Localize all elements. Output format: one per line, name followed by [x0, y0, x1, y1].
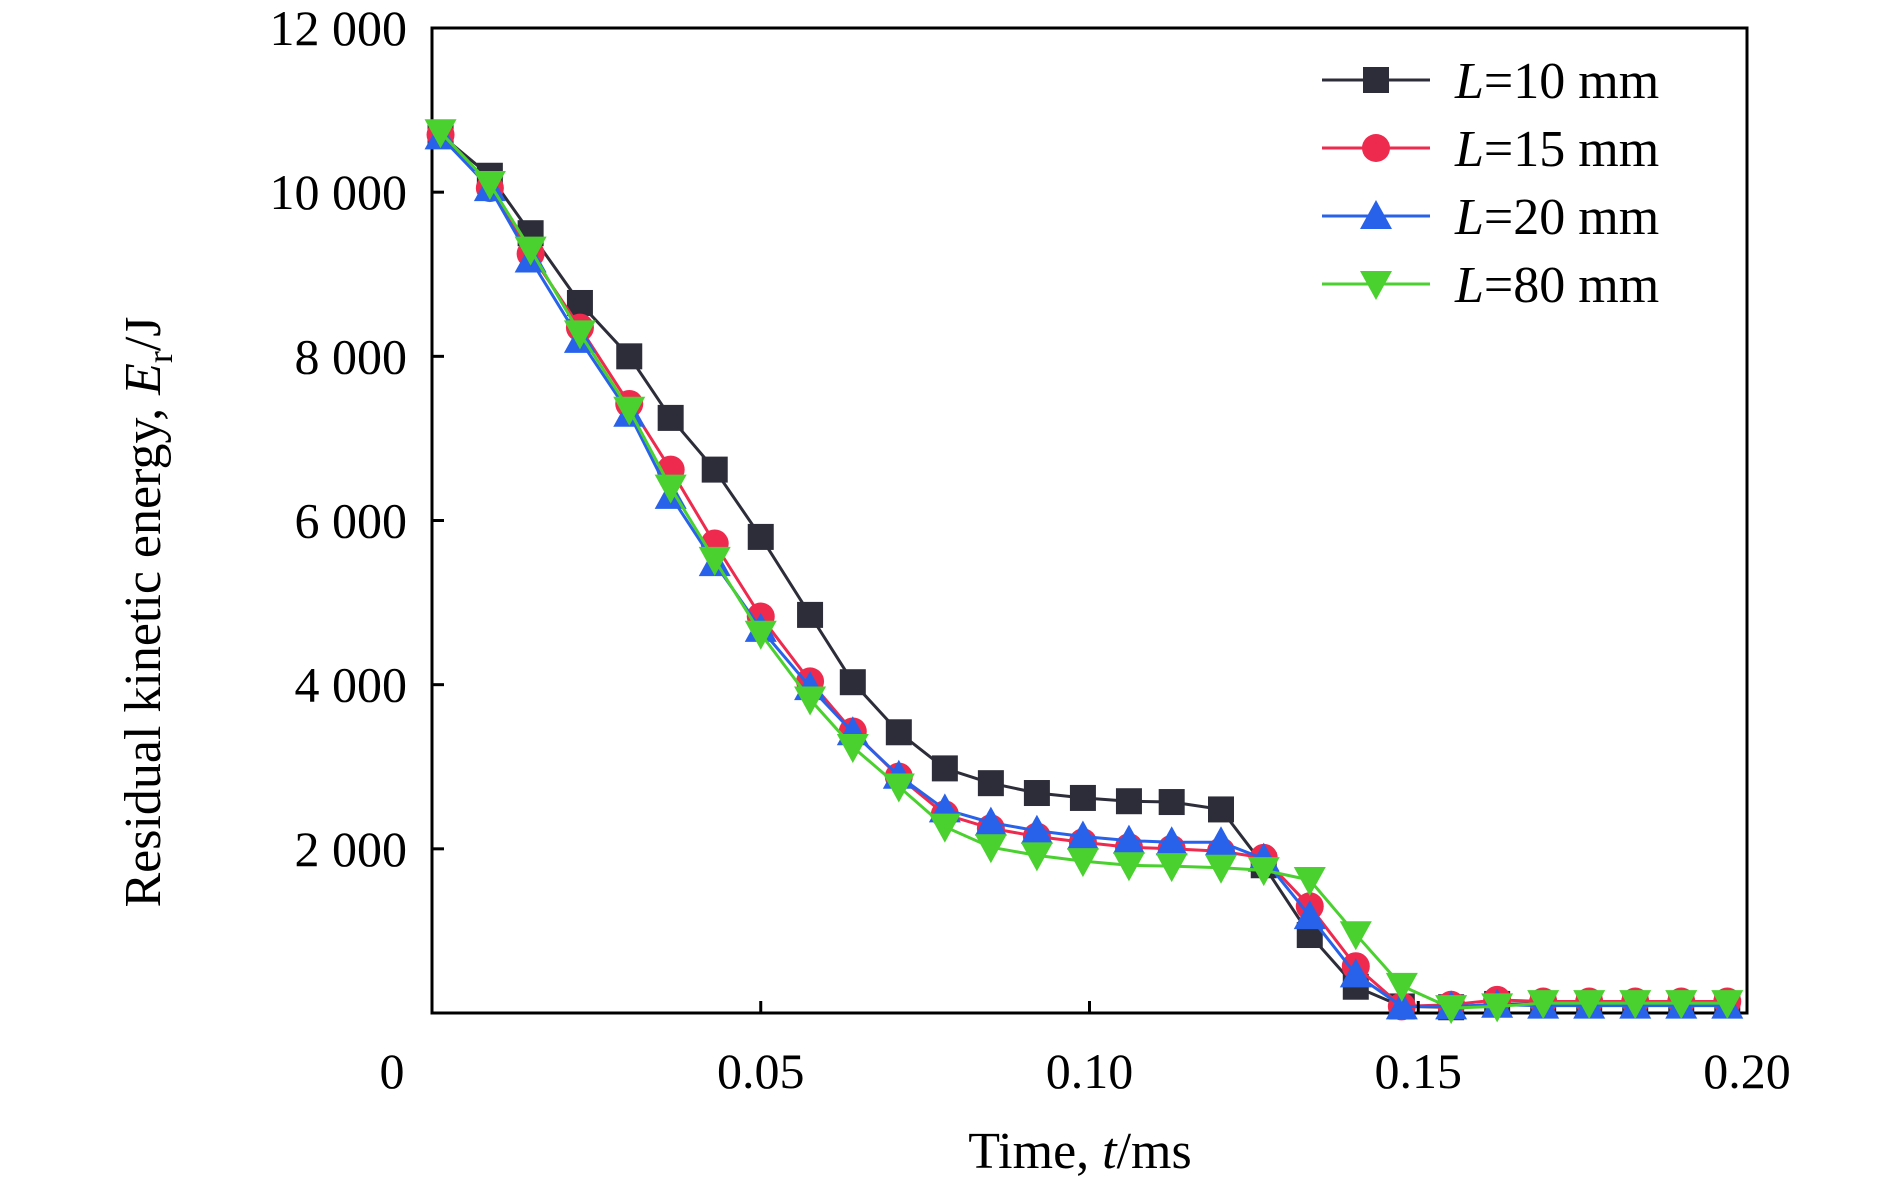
- y-tick-label: 4 000: [295, 657, 408, 713]
- data-point: [1112, 824, 1145, 854]
- data-point: [974, 834, 1007, 864]
- y-tick-label: 2 000: [295, 821, 408, 877]
- data-point: [839, 669, 866, 696]
- x-tick-label: 0.05: [717, 1043, 805, 1099]
- y-axis-title: Residual kinetic energy, Er/J: [115, 316, 180, 907]
- series-2: [426, 120, 1742, 1021]
- data-point: [1066, 820, 1099, 850]
- data-point: [1205, 854, 1237, 884]
- ticks-layer: 0 0.05 0.10 0.15 0.20 2 000 4 000 6 000 8 000 10 …: [270, 0, 1791, 1099]
- data-point: [473, 170, 506, 200]
- x-axis-title: Time, t/ms: [968, 1123, 1192, 1180]
- data-point: [613, 396, 646, 426]
- data-point: [1066, 848, 1099, 878]
- data-point: [616, 343, 643, 370]
- data-point: [931, 755, 958, 782]
- data-point: [794, 686, 827, 716]
- data-point: [1069, 784, 1096, 811]
- data-point: [654, 474, 687, 504]
- data-point: [974, 806, 1007, 836]
- data-point: [1339, 958, 1372, 988]
- data-point: [744, 620, 777, 650]
- data-point: [657, 404, 684, 431]
- x-tick-label: 0.15: [1375, 1043, 1463, 1099]
- data-point: [1339, 921, 1372, 951]
- x-tick-label: 0.10: [1046, 1043, 1134, 1099]
- data-point: [514, 236, 547, 266]
- data-point: [1115, 788, 1142, 815]
- legend-marker: [1360, 200, 1392, 229]
- data-point: [1527, 990, 1560, 1020]
- data-point: [566, 289, 593, 316]
- data-point: [928, 813, 961, 843]
- series-4: [424, 119, 1744, 1025]
- data-point: [424, 119, 457, 149]
- data-point: [701, 456, 728, 483]
- data-point: [1293, 867, 1326, 897]
- legend-item: L=10 mm: [1322, 53, 1659, 110]
- data-point: [885, 719, 912, 746]
- legend-item: L=80 mm: [1322, 257, 1659, 314]
- data-point: [977, 770, 1004, 797]
- data-point: [1158, 789, 1185, 816]
- data-point: [747, 523, 774, 550]
- y-tick-label: 6 000: [295, 493, 408, 549]
- data-point: [1385, 972, 1418, 1002]
- data-point: [1293, 900, 1326, 930]
- data-point: [698, 546, 731, 576]
- data-point: [1385, 990, 1418, 1020]
- legend-marker: [1362, 134, 1390, 162]
- x-tick-label: 0.20: [1703, 1043, 1791, 1099]
- legend: L=10 mm L=15 mm L=20 mm L=80 mm: [1322, 53, 1659, 314]
- data-point: [1205, 826, 1237, 856]
- legend-label: L=20 mm: [1454, 189, 1659, 246]
- data-point: [563, 320, 596, 350]
- legend-item: L=15 mm: [1322, 121, 1659, 178]
- data-point: [1020, 842, 1053, 872]
- data-point: [882, 773, 915, 803]
- legend-marker: [1363, 67, 1389, 93]
- series-3: [424, 120, 1744, 1020]
- data-point: [1619, 990, 1652, 1020]
- y-tick-label: 8 000: [295, 328, 408, 384]
- legend-item: L=20 mm: [1322, 189, 1659, 246]
- y-tick-label: 10 000: [270, 164, 408, 220]
- series-layer: [424, 119, 1744, 1025]
- x-tick-label: 0: [380, 1043, 405, 1099]
- data-point: [1665, 990, 1698, 1020]
- data-point: [1208, 796, 1234, 823]
- data-point: [1155, 853, 1188, 883]
- y-tick-label: 12 000: [270, 0, 408, 56]
- legend-marker: [1360, 271, 1392, 300]
- data-point: [836, 734, 869, 764]
- data-point: [1573, 990, 1606, 1020]
- data-point: [1481, 993, 1514, 1023]
- data-point: [1023, 780, 1050, 807]
- legend-label: L=10 mm: [1454, 53, 1659, 110]
- data-point: [1435, 995, 1468, 1025]
- data-point: [1155, 826, 1188, 856]
- legend-label: L=80 mm: [1454, 257, 1659, 314]
- legend-label: L=15 mm: [1454, 121, 1659, 178]
- data-point: [1112, 852, 1145, 882]
- data-point: [1020, 814, 1053, 844]
- data-point: [797, 601, 824, 628]
- data-point: [1247, 857, 1280, 887]
- data-point: [1711, 990, 1744, 1020]
